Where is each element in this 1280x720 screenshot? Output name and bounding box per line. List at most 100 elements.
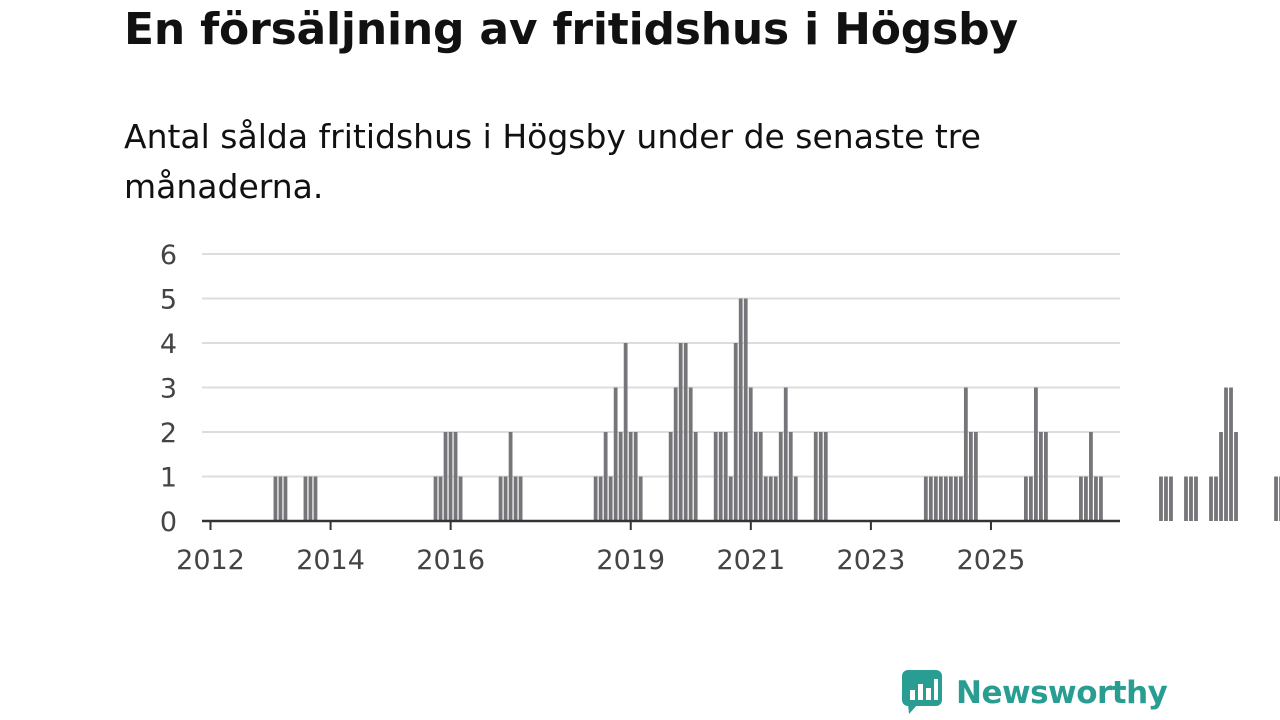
bar (518, 476, 523, 521)
bar (758, 432, 763, 521)
brand-name: Newsworthy (956, 675, 1168, 711)
bar (608, 476, 613, 521)
bar (718, 432, 723, 521)
bar (963, 387, 968, 521)
bar (433, 476, 438, 521)
bar (678, 343, 683, 521)
y-tick-label: 1 (160, 463, 177, 494)
bar (283, 476, 288, 521)
bar (693, 432, 698, 521)
bar (303, 476, 308, 521)
bar (683, 343, 688, 521)
bar (1028, 476, 1033, 521)
bar (1194, 476, 1198, 521)
y-tick-label: 2 (160, 418, 177, 449)
bar (923, 476, 928, 521)
bar (713, 432, 718, 521)
bar (1089, 432, 1093, 521)
bar (308, 476, 313, 521)
bar (773, 476, 778, 521)
x-tick-label: 2023 (837, 545, 906, 576)
x-tick-label: 2014 (296, 545, 365, 576)
bar (763, 476, 768, 521)
bar (623, 343, 628, 521)
bar (943, 476, 948, 521)
y-tick-label: 3 (160, 374, 177, 405)
bar (938, 476, 943, 521)
bar (958, 476, 963, 521)
bar (688, 387, 693, 521)
bar (783, 387, 788, 521)
x-tick-label: 2021 (716, 545, 785, 576)
bar (508, 432, 513, 521)
chart-title: En försäljning av fritidshus i Högsby (124, 4, 1018, 55)
bar (948, 476, 953, 521)
bar (723, 432, 728, 521)
bar (453, 432, 458, 521)
bar (728, 476, 733, 521)
bar (1234, 432, 1238, 521)
bar (973, 432, 978, 521)
bar-chart: 012345612012201420162019202120232025 (160, 240, 1280, 576)
bar (638, 476, 643, 521)
bar (1219, 432, 1223, 521)
y-tick-label: 6 (160, 240, 177, 271)
bar (273, 476, 278, 521)
bar (668, 432, 673, 521)
bar (448, 432, 453, 521)
bar (768, 476, 773, 521)
x-tick-label: 2019 (596, 545, 665, 576)
bar (1099, 476, 1103, 521)
bar (438, 476, 443, 521)
bar (1033, 387, 1038, 521)
bar (1079, 476, 1083, 521)
bar (788, 432, 793, 521)
bar (618, 432, 623, 521)
bar (1159, 476, 1163, 521)
bar (1038, 432, 1043, 521)
bar (603, 432, 608, 521)
bar (673, 387, 678, 521)
bar (753, 432, 758, 521)
bar (818, 432, 823, 521)
bar (633, 432, 638, 521)
bar (1164, 476, 1168, 521)
bar (1084, 476, 1088, 521)
bar (1229, 387, 1233, 521)
bar (458, 476, 463, 521)
bar (503, 476, 508, 521)
bar (513, 476, 518, 521)
bar (813, 432, 818, 521)
bar (613, 387, 618, 521)
bar (313, 476, 318, 521)
bar (953, 476, 958, 521)
bar (793, 476, 798, 521)
bar (1169, 476, 1173, 521)
bar (933, 476, 938, 521)
chart-subtitle: Antal sålda fritidshus i Högsby under de… (124, 117, 981, 206)
bar (1189, 476, 1193, 521)
bar (443, 432, 448, 521)
bar (778, 432, 783, 521)
bar (598, 476, 603, 521)
bar (1214, 476, 1218, 521)
bar (823, 432, 828, 521)
bar (733, 343, 738, 521)
bar (743, 298, 748, 521)
bar (738, 298, 743, 521)
bar (1209, 476, 1213, 521)
bar (1184, 476, 1188, 521)
bar (1094, 476, 1098, 521)
bar (498, 476, 503, 521)
brand-logo: Newsworthy (902, 670, 1168, 716)
bar (1224, 387, 1228, 521)
x-tick-label: 2016 (416, 545, 485, 576)
newsworthy-logo-icon (902, 670, 942, 714)
bar (1044, 432, 1048, 521)
y-tick-label: 5 (160, 285, 177, 316)
bar (928, 476, 933, 521)
x-tick-label: 2025 (957, 545, 1026, 576)
x-tick-label: 2012 (176, 545, 245, 576)
bar (1274, 476, 1278, 521)
bar (278, 476, 283, 521)
